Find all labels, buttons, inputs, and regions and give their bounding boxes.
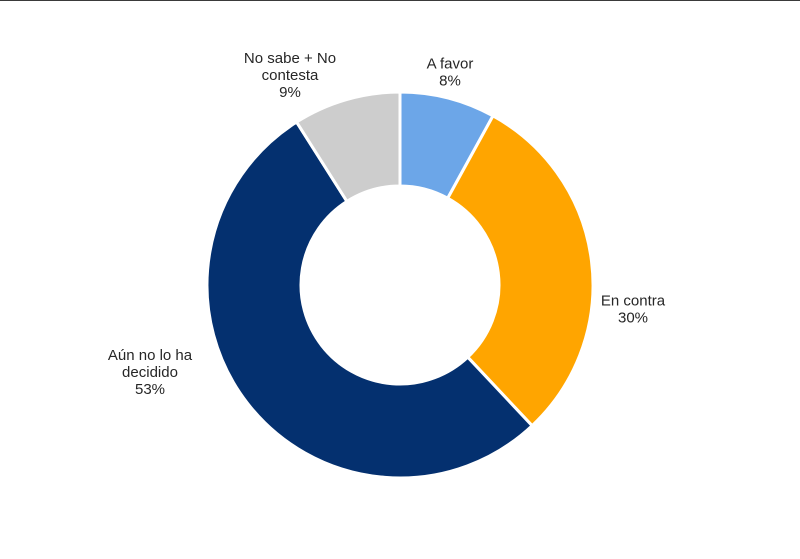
- slice-value-label: 53%: [135, 381, 165, 398]
- slice-category-label: decidido: [122, 364, 178, 381]
- top-border-line: [0, 0, 800, 1]
- slice-value-label: 30%: [618, 310, 648, 327]
- slice-no-sabe-no-contesta: [295, 90, 402, 203]
- slice-category-label: contesta: [262, 67, 319, 84]
- slice-value-label: 9%: [279, 84, 301, 101]
- slice-category-label: Aún no lo ha: [108, 347, 193, 364]
- donut-slices: [205, 90, 595, 480]
- slice-en-contra: [446, 114, 595, 428]
- slice-value-label: 8%: [439, 73, 461, 90]
- slice-category-label: A favor: [427, 56, 474, 73]
- slice-aun-no-lo-ha-decidido: [205, 120, 534, 480]
- slice-category-label: No sabe + No: [244, 50, 336, 67]
- slice-category-label: En contra: [601, 293, 666, 310]
